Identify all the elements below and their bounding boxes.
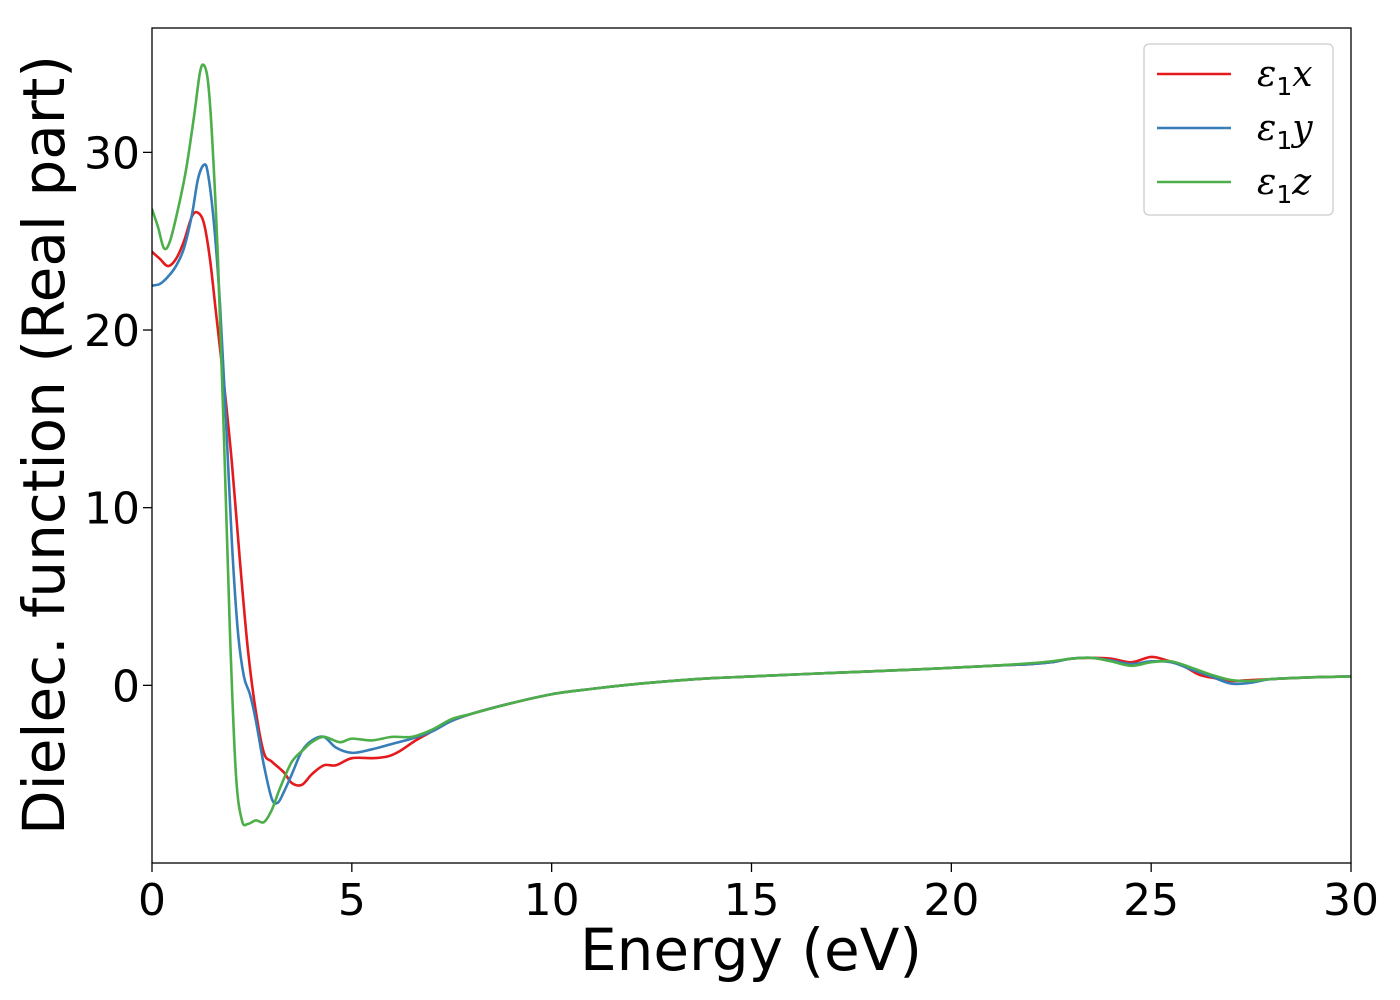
x-tick-label: 10	[524, 875, 580, 926]
x-tick-label: 0	[138, 875, 166, 926]
y-tick-label: 10	[84, 484, 140, 535]
x-tick-label: 20	[923, 875, 979, 926]
legend: ε1x ε1y ε1z	[1143, 43, 1334, 216]
y-tick-label: 30	[84, 128, 140, 179]
legend-label-x: ε1x	[1257, 54, 1313, 101]
y-tick-label: 0	[112, 661, 140, 712]
axes: 0 5 10 15 20 25 30 0 10 20 30	[84, 128, 1379, 926]
x-tick-label: 30	[1323, 875, 1379, 926]
series-line-z	[152, 63, 1351, 827]
x-axis-label: Energy (eV)	[580, 916, 922, 984]
axes-frame	[151, 27, 1352, 864]
plot-area	[152, 63, 1351, 827]
legend-box	[1143, 43, 1334, 216]
legend-label-z: ε1z	[1257, 162, 1312, 209]
y-axis-label: Dielec. function (Real part)	[10, 55, 78, 835]
x-tick-label: 25	[1123, 875, 1179, 926]
y-tick-label: 20	[84, 306, 140, 357]
x-tick-label: 5	[338, 875, 366, 926]
legend-label-y: ε1y	[1257, 108, 1313, 155]
x-tick-label: 15	[724, 875, 780, 926]
